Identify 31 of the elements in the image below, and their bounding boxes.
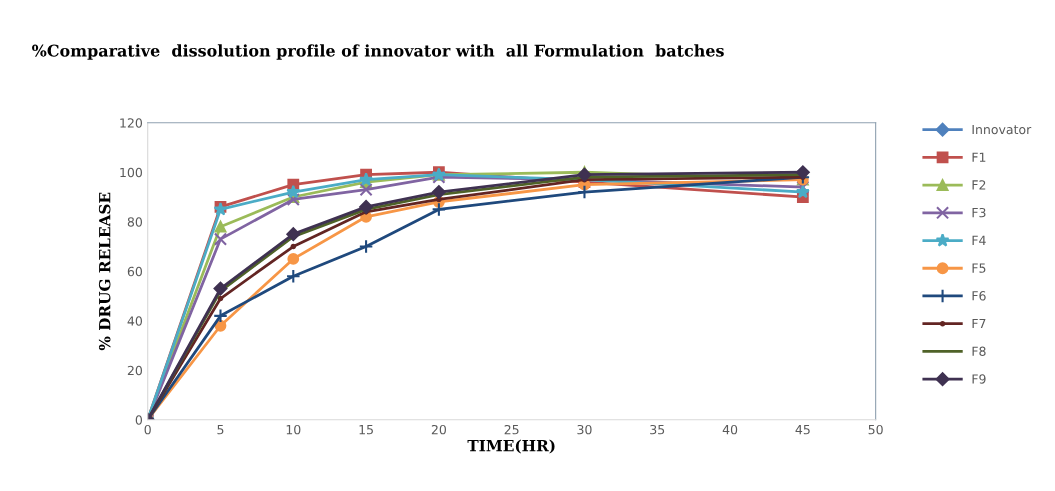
x-tick-label: 40 — [722, 424, 738, 435]
legend-label: F7 — [972, 318, 986, 329]
y-tick-label: 0 — [135, 415, 143, 425]
y-tick-label: 60 — [127, 266, 143, 277]
y-tick-label: 120 — [120, 118, 143, 128]
legend-label: F1 — [972, 152, 986, 162]
x-tick-label: 30 — [577, 424, 592, 435]
x-tick-label: 20 — [431, 424, 446, 435]
legend-label: F2 — [972, 180, 986, 190]
x-tick-label: 25 — [504, 424, 519, 435]
y-tick-label: 40 — [127, 316, 143, 326]
y-axis-title: % DRUG RELEASE — [98, 192, 111, 351]
x-tick-label: 15 — [359, 425, 373, 435]
x-tick-label: 35 — [650, 424, 665, 435]
y-tick-label: 20 — [127, 365, 143, 376]
x-tick-label: 5 — [217, 425, 224, 435]
legend-label: F6 — [972, 291, 986, 301]
x-tick-label: 45 — [795, 425, 810, 435]
y-tick-label: 80 — [127, 217, 143, 227]
x-tick-label: 0 — [144, 424, 151, 435]
chart-title: %Comparative dissolution profile of innovator with all Formulation batches — [32, 44, 724, 60]
y-tick-label: 100 — [120, 167, 143, 178]
legend-label: F5 — [972, 263, 986, 273]
legend-label: F4 — [972, 235, 986, 245]
legend-label: F9 — [972, 374, 986, 384]
x-tick-label: 50 — [868, 424, 883, 435]
legend-label: F8 — [972, 346, 986, 356]
x-axis-title: TIME(HR) — [467, 439, 555, 454]
legend-label: F3 — [972, 207, 986, 218]
x-tick-label: 10 — [286, 424, 301, 435]
legend-label: Innovator — [972, 124, 1032, 135]
